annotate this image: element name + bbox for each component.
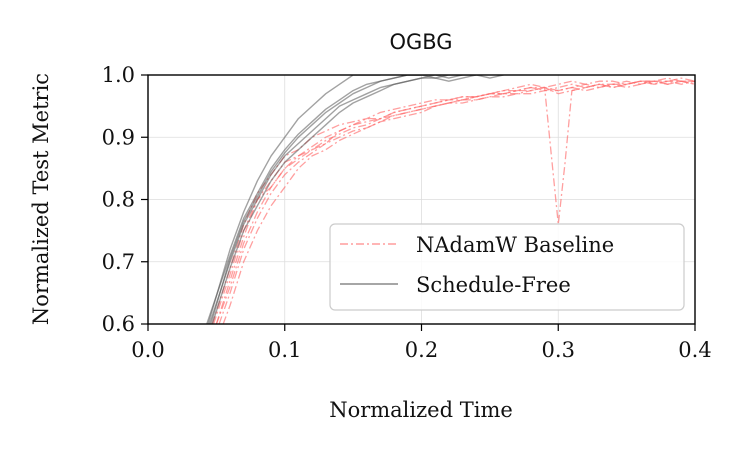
y-tick-label: 0.7 (102, 250, 135, 274)
series-line-schedule-free (211, 75, 463, 324)
legend-label-schedule-free: Schedule-Free (416, 273, 571, 297)
y-tick-label: 0.8 (102, 188, 135, 212)
legend-label-nadamw-baseline: NAdamW Baseline (416, 233, 614, 257)
x-tick-label: 0.2 (405, 338, 438, 362)
series-line-nadamw-baseline (215, 77, 695, 324)
x-axis-label: Normalized Time (329, 398, 513, 422)
x-tick-label: 0.3 (542, 338, 575, 362)
series-line-schedule-free (210, 75, 422, 324)
axis-ticks: 0.0 0.1 0.2 0.3 0.4 0.6 0.7 0.8 0.9 1.0 (102, 63, 712, 362)
y-tick-label: 0.6 (102, 312, 135, 336)
series-line-schedule-free (206, 75, 477, 324)
y-axis-label: Normalized Test Metric (29, 73, 53, 325)
x-tick-label: 0.0 (131, 338, 164, 362)
series-layer (206, 75, 695, 324)
x-tick-label: 0.4 (678, 338, 711, 362)
y-tick-label: 0.9 (102, 125, 135, 149)
series-line-schedule-free (208, 75, 504, 324)
series-line-schedule-free (207, 75, 381, 324)
x-tick-label: 0.1 (268, 338, 301, 362)
series-line-nadamw-baseline (222, 80, 695, 324)
series-line-nadamw-baseline (218, 77, 695, 324)
series-line-nadamw-baseline (212, 80, 695, 324)
legend-box (329, 223, 685, 311)
y-tick-label: 1.0 (102, 63, 135, 87)
chart-title: OGBG (389, 30, 452, 54)
legend: NAdamW Baseline Schedule-Free (329, 223, 685, 311)
